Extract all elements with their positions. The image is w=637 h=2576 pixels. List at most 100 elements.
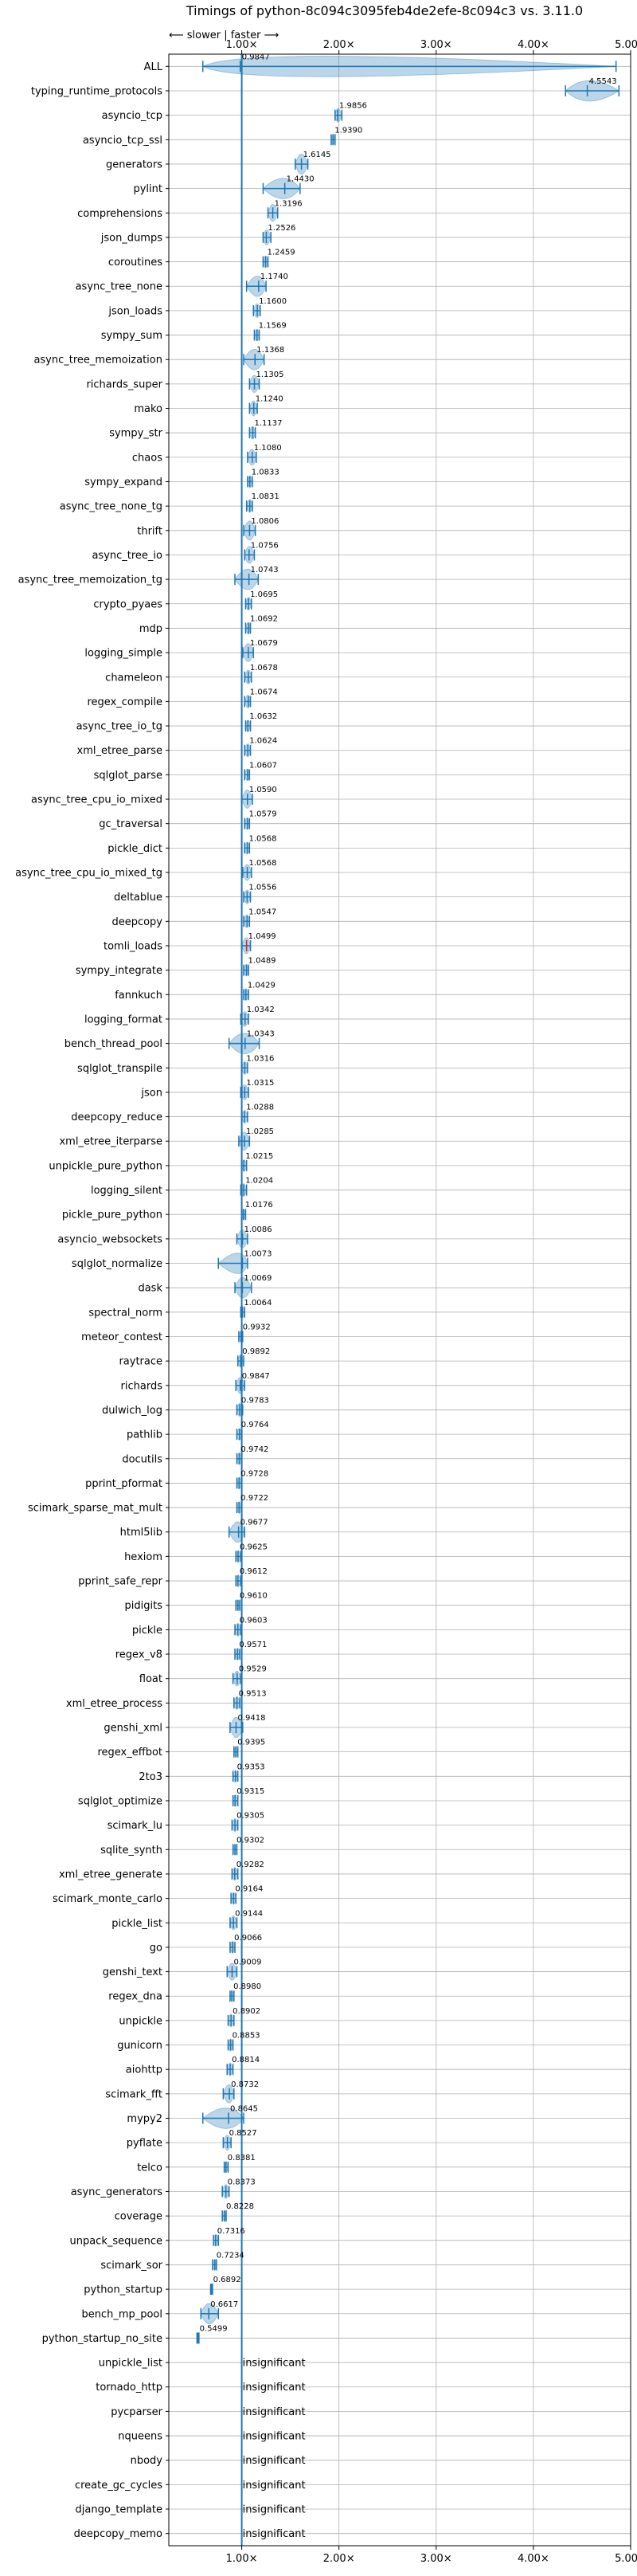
category-label: typing_runtime_protocols <box>31 85 162 97</box>
value-label: 1.0547 <box>248 908 276 916</box>
value-label: 1.0086 <box>244 1225 272 1234</box>
category-label: unpickle <box>119 2015 162 2027</box>
value-label: 1.0556 <box>248 884 276 892</box>
category-label: bench_thread_pool <box>64 1038 162 1050</box>
category-label: pickle <box>132 1625 162 1637</box>
category-label: nqueens <box>118 2431 162 2443</box>
value-label: 1.1600 <box>259 297 287 306</box>
category-label: async_generators <box>71 2186 163 2198</box>
category-label: tornado_http <box>96 2382 162 2394</box>
category-label: unpickle_list <box>99 2358 162 2370</box>
value-label: 1.0678 <box>250 664 278 672</box>
category-label: sqlglot_transpile <box>77 1063 162 1075</box>
category-label: mako <box>134 403 162 415</box>
category-label: dask <box>138 1283 162 1295</box>
category-label: async_tree_memoization_tg <box>18 574 162 586</box>
value-label: 0.8527 <box>229 2129 257 2138</box>
insignificant-label: insignificant <box>243 2358 306 2370</box>
category-label: pickle_list <box>111 1918 162 1930</box>
value-label: 1.6145 <box>303 151 331 159</box>
category-label: aiohttp <box>126 2064 162 2076</box>
category-label: pycparser <box>111 2406 162 2418</box>
category-label: raytrace <box>119 1356 162 1368</box>
category-label: telco <box>137 2162 162 2174</box>
category-label: scimark_monte_carlo <box>53 1893 162 1905</box>
insignificant-label: insignificant <box>243 2480 306 2492</box>
value-label: 1.0069 <box>244 1274 272 1283</box>
value-label: 1.0073 <box>244 1250 272 1259</box>
value-label: 0.9302 <box>236 1836 264 1845</box>
category-label: nbody <box>131 2455 163 2467</box>
value-label: 0.9603 <box>240 1616 268 1625</box>
x-tick-label-top: 5.00× <box>615 39 637 51</box>
category-label: gc_traversal <box>99 818 162 830</box>
category-label: django_template <box>76 2504 162 2516</box>
value-label: 0.9722 <box>240 1494 268 1503</box>
category-label: ALL <box>144 61 163 73</box>
marks-layer <box>196 54 620 2546</box>
value-label: 1.9856 <box>339 102 367 111</box>
category-label: mypy2 <box>127 2113 162 2125</box>
category-label: coroutines <box>108 257 162 269</box>
value-label: 1.0429 <box>248 981 276 990</box>
value-label: 0.9677 <box>240 1519 268 1527</box>
x-tick-label-bottom: 5.00× <box>615 2553 637 2565</box>
value-label: 1.3196 <box>275 199 303 208</box>
value-label: 1.0204 <box>245 1177 273 1186</box>
value-label: 0.9066 <box>234 1934 262 1943</box>
category-label: fannkuch <box>115 990 162 1002</box>
category-label: deepcopy_reduce <box>71 1112 162 1123</box>
category-label: json <box>140 1087 162 1099</box>
category-label: regex_effbot <box>97 1747 162 1759</box>
category-label: hexiom <box>124 1551 162 1563</box>
category-label: sqlglot_normalize <box>72 1258 162 1270</box>
category-label: float <box>139 1673 162 1685</box>
value-label: 1.0624 <box>249 737 277 746</box>
category-label: logging_silent <box>91 1185 162 1197</box>
category-label: chaos <box>132 452 162 464</box>
value-label: 1.0607 <box>249 761 277 770</box>
value-label: 1.0316 <box>246 1054 274 1063</box>
x-tick-label-bottom: 2.00× <box>323 2553 355 2565</box>
value-label: 0.8902 <box>233 2007 260 2016</box>
category-label: pprint_safe_repr <box>78 1576 162 1588</box>
x-tick-label-top: 2.00× <box>323 39 355 51</box>
value-label: 1.9390 <box>334 126 362 135</box>
value-label: 0.9625 <box>240 1543 268 1551</box>
category-label: regex_dna <box>108 1991 162 2003</box>
value-label: 0.9305 <box>236 1812 264 1821</box>
category-label: asyncio_websockets <box>57 1233 162 1245</box>
value-label: 0.9395 <box>237 1739 265 1747</box>
chart-title: Timings of python-8c094c3095feb4de2efe-8… <box>186 3 583 18</box>
value-label: 0.9932 <box>243 1323 271 1331</box>
insignificant-label: insignificant <box>243 2528 306 2540</box>
value-label: 0.9847 <box>242 53 270 61</box>
category-label: regex_compile <box>87 696 162 708</box>
category-label: 2to3 <box>139 1771 162 1783</box>
value-label: 0.9742 <box>240 1445 268 1454</box>
value-label: 1.0692 <box>250 614 278 623</box>
value-label: 1.0342 <box>247 1006 275 1014</box>
category-label: regex_v8 <box>115 1649 162 1661</box>
value-label: 1.0215 <box>245 1152 273 1161</box>
category-label: meteor_contest <box>81 1331 162 1343</box>
value-label: 1.0590 <box>249 786 277 794</box>
value-label: 0.8645 <box>230 2105 258 2114</box>
category-label: pickle_pure_python <box>62 1210 162 1221</box>
category-label: sqlglot_parse <box>94 770 162 782</box>
value-label: 1.1240 <box>256 395 283 404</box>
x-tick-label-bottom: 1.00× <box>226 2553 258 2565</box>
category-label: generators <box>106 159 162 171</box>
category-label: pylint <box>133 183 162 195</box>
value-label: 0.9418 <box>237 1714 265 1723</box>
value-label: 1.0064 <box>244 1299 272 1308</box>
category-label: genshi_text <box>103 1966 162 1978</box>
value-label: 1.1137 <box>254 419 282 428</box>
value-label: 0.9728 <box>240 1469 268 1478</box>
value-label: 1.1569 <box>259 322 287 331</box>
value-label: 1.2526 <box>268 224 295 233</box>
value-label: 1.0833 <box>252 468 279 476</box>
